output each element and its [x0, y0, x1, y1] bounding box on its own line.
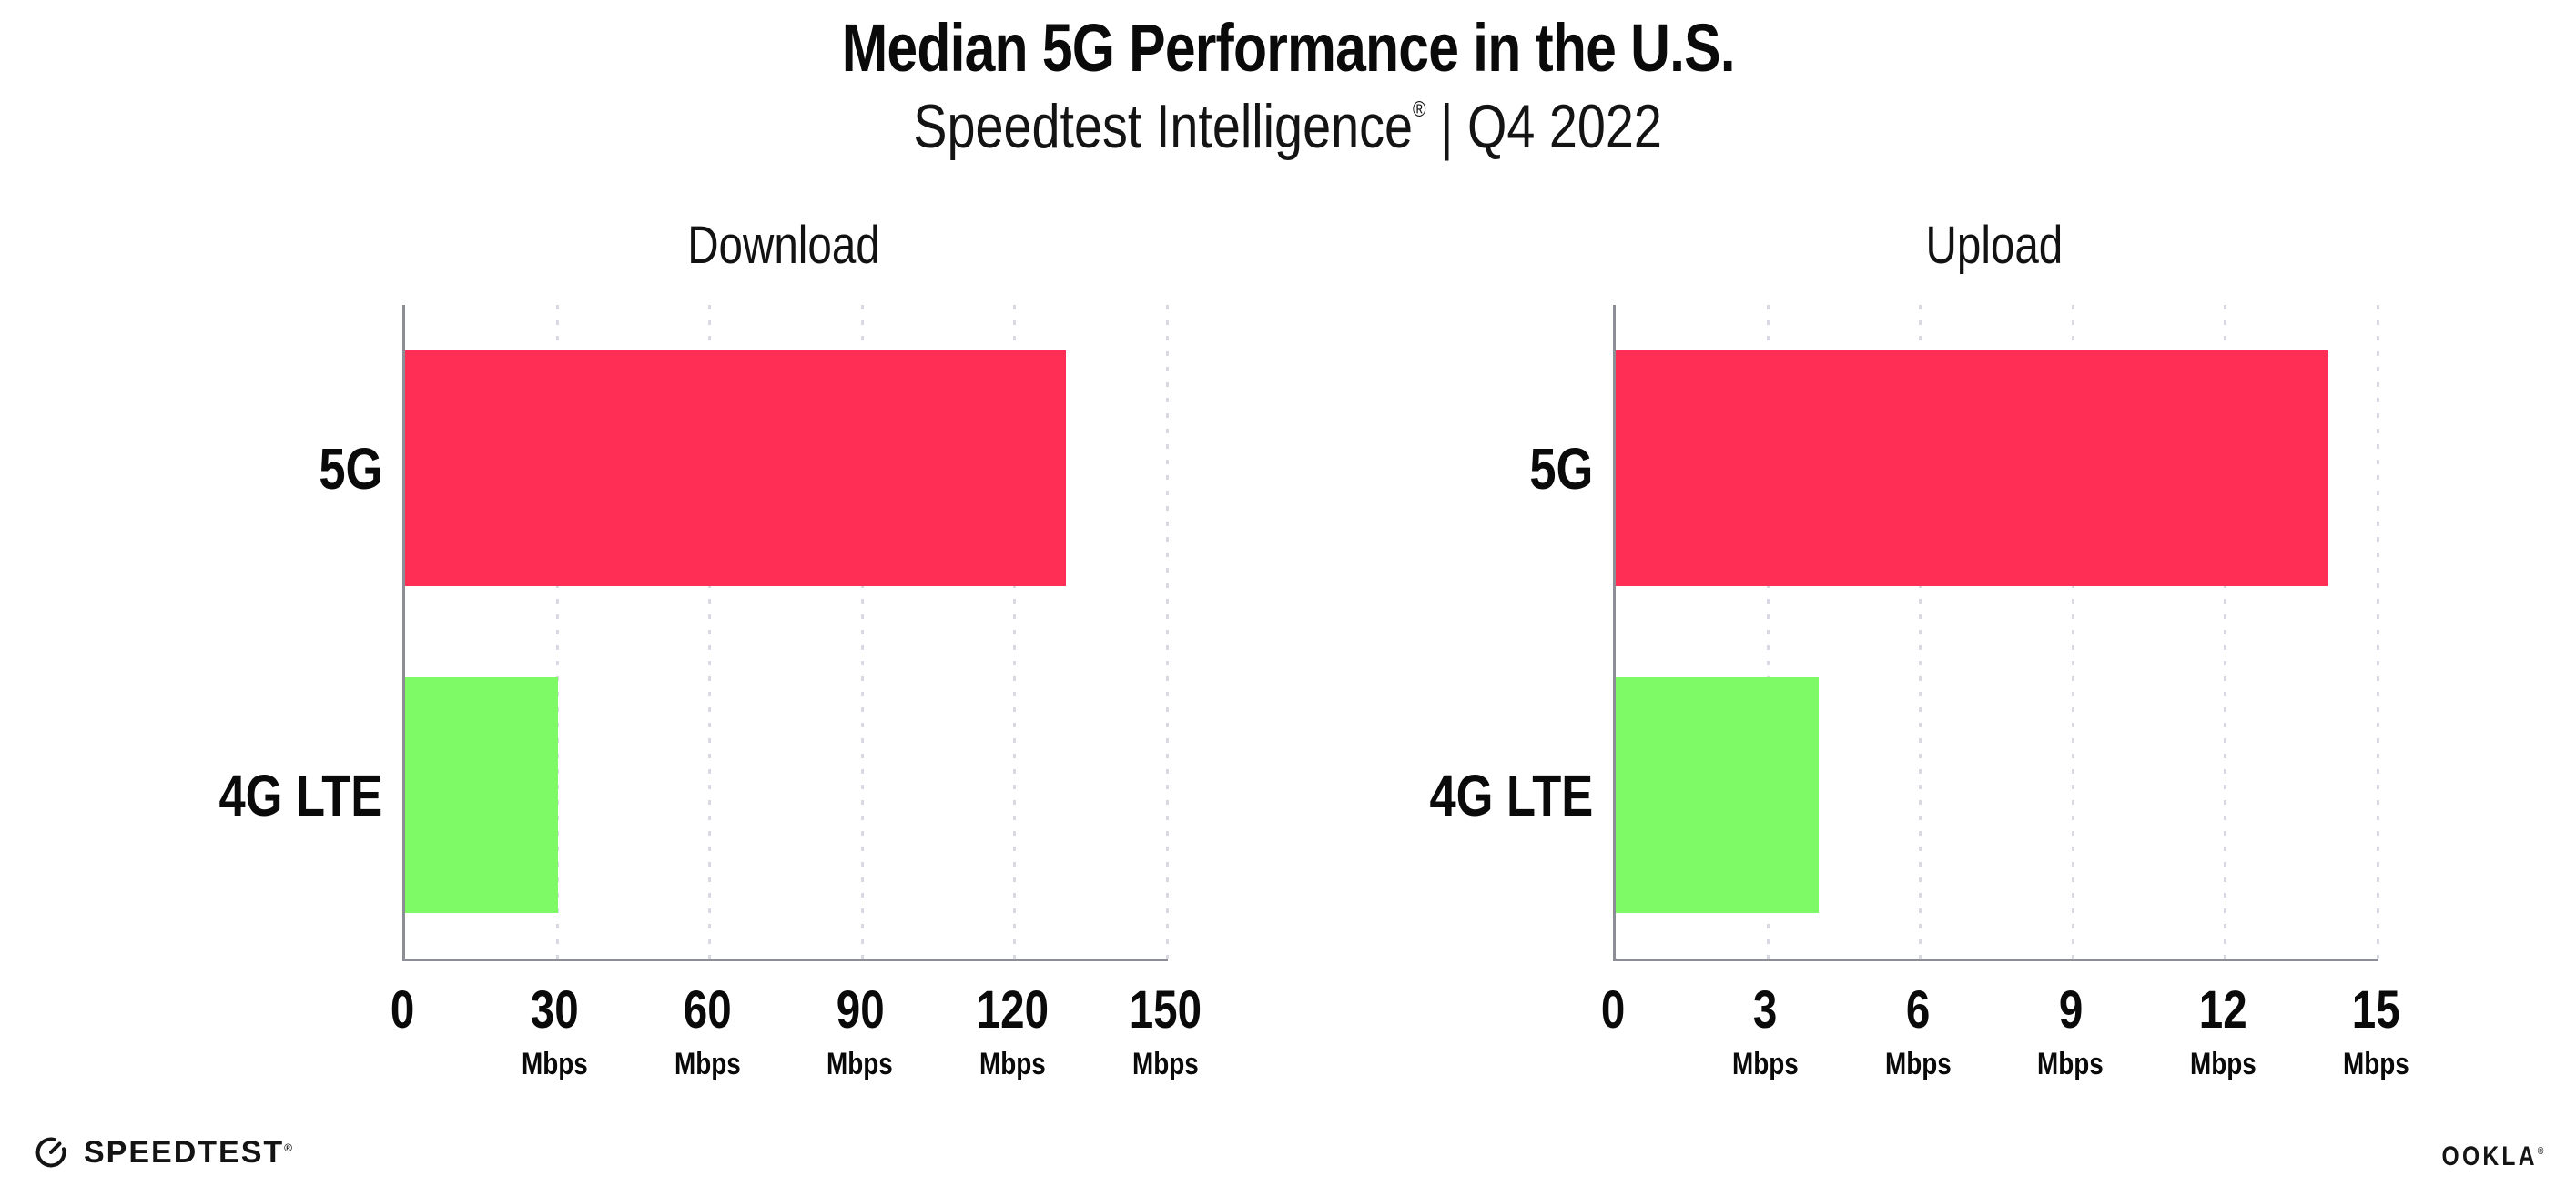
plot-area-upload — [1613, 305, 2379, 961]
bar-4g-lte — [405, 677, 558, 913]
x-unit-label: Mbps — [1131, 1047, 1199, 1081]
plot-area-download — [402, 305, 1169, 961]
gridline — [708, 305, 712, 959]
chart-title-upload: Upload — [1925, 216, 2064, 275]
ookla-logo: OOKLA® — [2419, 1141, 2543, 1172]
gridline — [2377, 305, 2379, 959]
x-unit-label: Mbps — [2037, 1047, 2104, 1081]
bar-4g-lte — [1616, 677, 1820, 913]
gridline — [1166, 305, 1169, 959]
x-unit-label: Mbps — [2342, 1047, 2409, 1081]
x-unit-label: Mbps — [1884, 1047, 1952, 1081]
x-tick-label: 120 — [976, 980, 1050, 1040]
x-tick-label: 15 — [2351, 980, 2400, 1040]
x-unit-label: Mbps — [674, 1047, 741, 1081]
page-title-row: Median 5G Performance in the U.S. — [0, 9, 2576, 86]
x-tick-label: 0 — [390, 980, 415, 1040]
gridline — [1013, 305, 1017, 959]
x-unit-label: Mbps — [827, 1047, 894, 1081]
x-tick-label: 3 — [1753, 980, 1778, 1040]
gridline — [555, 305, 559, 959]
category-label-5g: 5G — [318, 435, 382, 502]
gridline — [1766, 305, 1770, 959]
x-tick-label: 12 — [2198, 980, 2247, 1040]
x-tick-label: 150 — [1129, 980, 1202, 1040]
page-subtitle: Speedtest Intelligence® | Q4 2022 — [914, 91, 1663, 162]
subtitle-period: | Q4 2022 — [1425, 92, 1663, 161]
x-unit-label: Mbps — [522, 1047, 588, 1081]
x-tick-label: 0 — [1600, 980, 1626, 1040]
bar-5g — [1616, 350, 2328, 586]
x-tick-label: 30 — [531, 980, 580, 1040]
x-tick-label: 6 — [1905, 980, 1931, 1040]
registered-mark: ® — [1413, 97, 1426, 122]
category-label-5g: 5G — [1528, 435, 1593, 502]
x-tick-label: 60 — [683, 980, 732, 1040]
ookla-wordmark: OOKLA® — [2441, 1141, 2543, 1172]
speedtest-logo: SPEEDTEST® — [33, 1134, 294, 1171]
category-label-4g-lte: 4G LTE — [1429, 762, 1593, 828]
page-subtitle-row: Speedtest Intelligence® | Q4 2022 — [0, 91, 2576, 162]
ookla-registered-mark: ® — [2537, 1146, 2543, 1157]
speedtest-wordmark: SPEEDTEST® — [84, 1134, 295, 1170]
speedtest-gauge-icon — [35, 1137, 66, 1168]
category-label-4g-lte: 4G LTE — [218, 762, 382, 828]
gridline — [1919, 305, 1922, 959]
bar-5g — [405, 350, 1067, 586]
subtitle-brand: Speedtest Intelligence — [913, 92, 1414, 161]
x-unit-label: Mbps — [979, 1047, 1046, 1081]
chart-title-download: Download — [687, 216, 880, 275]
x-unit-label: Mbps — [1732, 1047, 1799, 1081]
x-tick-label: 9 — [2058, 980, 2084, 1040]
gridline — [2224, 305, 2227, 959]
gridline — [2071, 305, 2074, 959]
speedtest-registered-mark: ® — [284, 1141, 295, 1154]
gridline — [860, 305, 864, 959]
page-title: Median 5G Performance in the U.S. — [841, 10, 1735, 86]
x-tick-label: 90 — [836, 980, 885, 1040]
x-unit-label: Mbps — [2189, 1047, 2257, 1081]
